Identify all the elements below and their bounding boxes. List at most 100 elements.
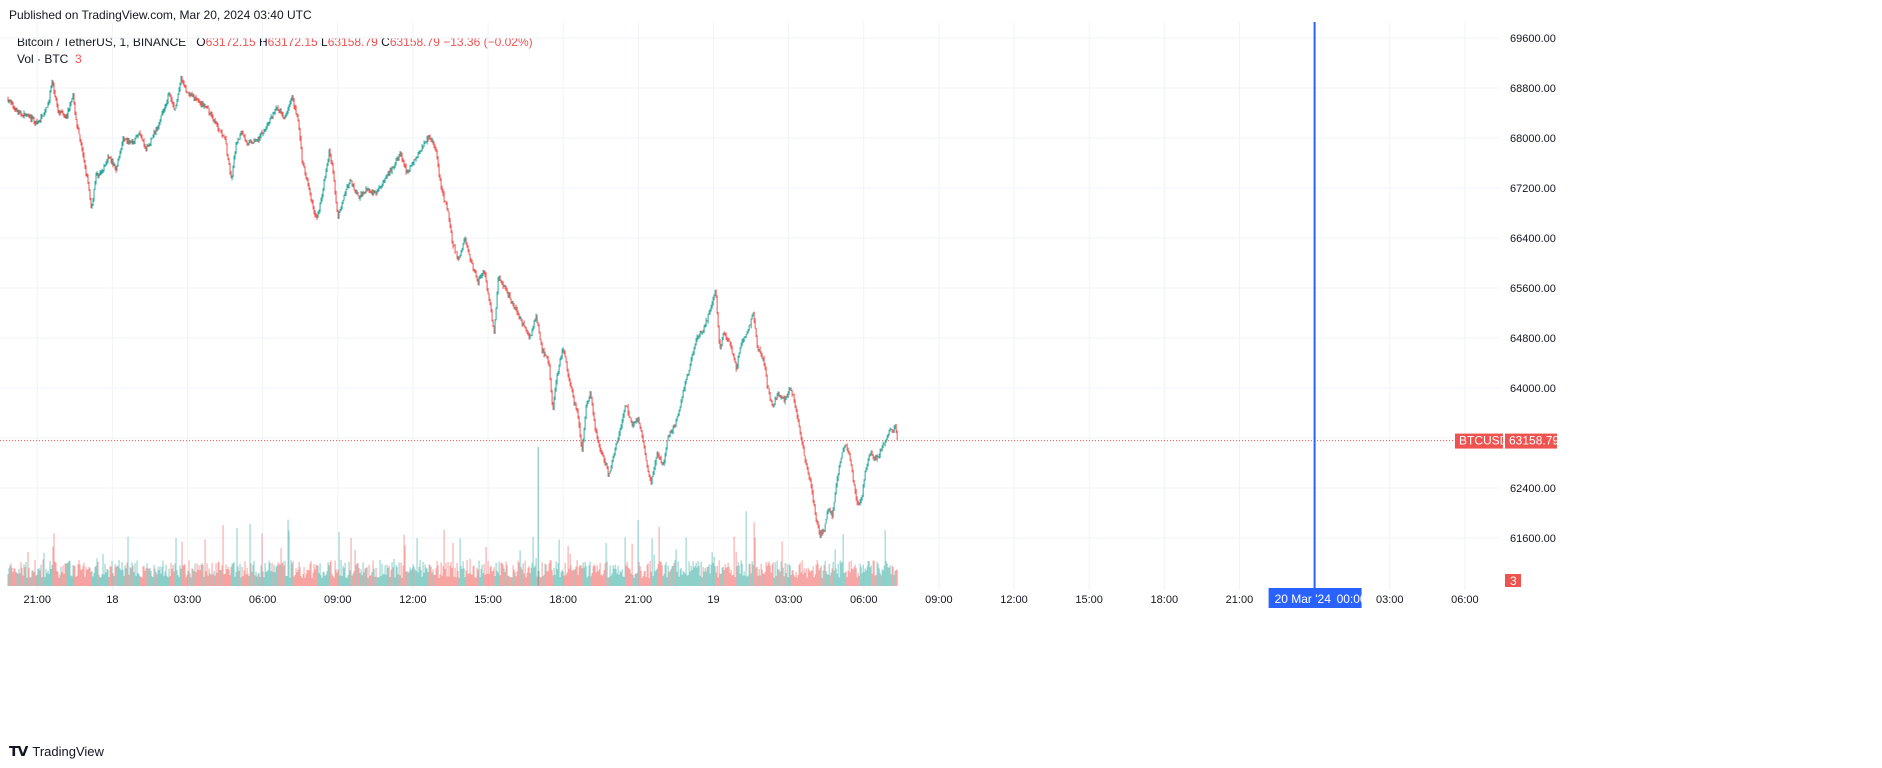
volume-bar [810,570,812,586]
volume-bar [434,574,436,586]
volume-bar [106,568,108,586]
volume-bar [510,577,512,586]
volume-bar [358,567,360,586]
volume-bar [509,577,511,586]
volume-bar [329,562,331,586]
volume-bar [267,570,269,586]
volume-bar [46,573,48,586]
volume-bar [781,541,783,586]
volume-bar [479,577,481,586]
volume-bar [767,563,769,586]
volume-bar [155,571,157,586]
volume-bar [467,574,469,586]
volume-bar [200,564,202,586]
volume-bar [12,572,14,586]
volume-bar [485,546,487,586]
volume-bar [477,569,479,586]
volume-bar [378,577,380,586]
volume-bar [803,568,805,586]
volume-bar [365,567,367,586]
volume-bar [615,568,617,586]
volume-bar [222,525,224,586]
volume-bar [588,565,590,586]
volume-bar [239,563,241,586]
volume-bar [58,577,60,586]
volume-bar [230,566,232,586]
volume-bar [654,571,656,586]
volume-bar [344,562,346,586]
volume-bar [530,567,532,586]
volume-bar [543,574,545,586]
volume-bar [471,574,473,586]
footer-branding[interactable]: 𝗧𝗩 TradingView [9,743,104,760]
volume-bar [499,575,501,586]
volume-bar [127,536,129,586]
volume-bar [191,568,193,586]
volume-bar [721,567,723,586]
volume-bar [296,572,298,586]
volume-bar [498,561,500,586]
volume-bar [403,534,405,586]
volume-bar [571,570,573,586]
volume-bar [866,566,868,586]
volume-bar [831,568,833,586]
volume-bar [758,569,760,586]
x-tick-label: 06:00 [850,594,878,606]
volume-bar [38,568,40,586]
volume-bar [280,548,282,586]
volume-bar [209,573,211,586]
volume-bar [573,570,575,586]
volume-bar [863,572,865,586]
volume-bar [673,563,675,586]
volume-bar [569,553,571,586]
volume-bar [264,563,266,586]
volume-bar [870,565,872,586]
volume-bar [138,574,140,586]
volume-bar [121,561,123,586]
volume-bar [413,566,415,586]
volume-bar [749,564,751,586]
volume-bar [115,566,117,586]
volume-bar [761,569,763,586]
volume-bar [157,566,159,586]
legend-volume-label[interactable]: Vol · BTC [17,52,69,66]
volume-bar [804,572,806,586]
volume-bar [714,566,716,586]
volume-bar [359,572,361,586]
volume-bar [550,560,552,586]
volume-bar [337,569,339,586]
volume-bar [238,570,240,586]
volume-bar [256,576,258,586]
x-tick-label: 03:00 [775,594,803,606]
volume-bar [871,573,873,586]
volume-bar [181,541,183,586]
volume-bar [638,561,640,586]
volume-bar [80,569,82,586]
volume-bar [414,569,416,586]
volume-bar [599,562,601,586]
volume-bar [779,571,781,586]
volume-bar [247,574,249,586]
volume-bar [755,567,757,586]
volume-bar [616,573,618,586]
volume-bar [744,575,746,586]
volume-bar [460,566,462,586]
volume-bar [570,565,572,586]
volume-bar [818,570,820,586]
volume-bar [316,565,318,586]
volume-bar [746,576,748,586]
volume-bar [126,562,128,586]
volume-bar [538,570,540,586]
volume-bar [396,566,398,586]
volume-bar [596,565,598,586]
volume-bar [108,577,110,586]
volume-bar [770,572,772,586]
y-tick-label: 68800.00 [1510,83,1556,95]
volume-bar [598,569,600,586]
volume-bar [619,570,621,586]
legend-open-label: O [196,35,206,49]
volume-bar [17,573,19,586]
volume-bar [526,572,528,586]
volume-bar [86,569,88,586]
